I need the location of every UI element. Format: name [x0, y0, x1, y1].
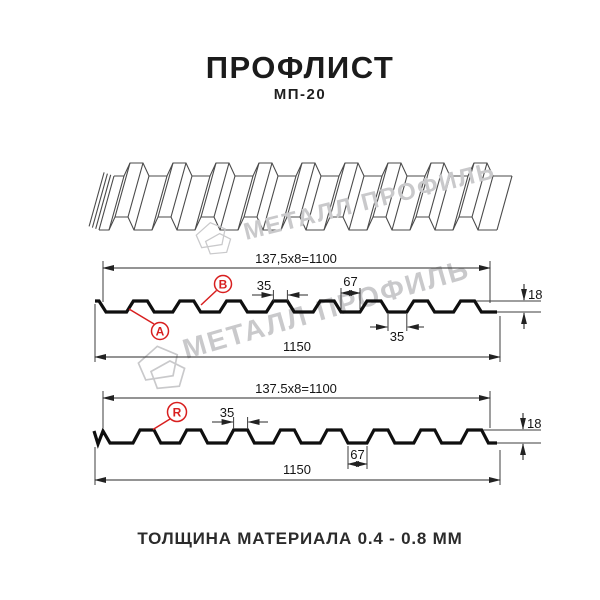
sheet3d-rib-line: [98, 175, 115, 231]
sheet3d-rib-line: [243, 162, 260, 218]
metal-profil-logo-icon: [137, 345, 186, 390]
sheet3d-rib-line: [91, 173, 108, 228]
dim-total-text: 1150: [283, 462, 311, 477]
sheet3d-rib-line: [366, 175, 383, 231]
sheet-3d-drawing: [88, 162, 513, 231]
label-r-badge: R: [152, 401, 188, 431]
sheet3d-rib-line: [213, 162, 230, 218]
sheet3d-rib-line: [262, 175, 279, 231]
dim-height-text: 18: [528, 287, 542, 302]
sheet3d-edge: [114, 162, 512, 177]
dim-total-text: 1150: [283, 339, 311, 354]
dim-module-width-front: 137,5x8=1100: [102, 251, 491, 303]
sheet3d-rib-line: [219, 175, 236, 231]
sheet3d-rib-line: [194, 175, 211, 231]
dim-module-width-reverse: 137.5x8=1100: [102, 381, 491, 428]
material-thickness-note: ТОЛЩИНА МАТЕРИАЛА 0.4 - 0.8 ММ: [137, 529, 463, 548]
dim-height-text: 18: [527, 416, 541, 431]
sheet3d-rib-line: [458, 162, 475, 218]
sheet3d-rib-line: [391, 175, 408, 231]
sheet3d-rib-line: [157, 162, 174, 218]
sheet3d-rib-line: [133, 175, 150, 231]
dim-module-text: 137,5x8=1100: [255, 251, 337, 266]
sheet3d-rib-line: [237, 175, 254, 231]
sheet3d-rib-line: [496, 175, 513, 231]
sheet3d-rib-line: [176, 175, 193, 231]
sheet3d-rib-line: [428, 162, 445, 218]
dim-height-reverse: 18: [483, 413, 541, 460]
dim-total-width-front: 1150: [94, 304, 501, 362]
sheet3d-rib-line: [329, 162, 346, 218]
sheet3d-rib-line: [88, 172, 105, 227]
sheet3d-rib-line: [452, 175, 469, 231]
label-b-badge: B: [200, 274, 233, 306]
dim-total-width-reverse: 1150: [94, 447, 501, 485]
dim-valley-text: 67: [350, 447, 364, 462]
label-a-text: A: [156, 325, 165, 339]
watermark-middle: МЕТАЛЛ ПРОФИЛЬ: [137, 253, 473, 390]
sheet3d-edge: [99, 216, 497, 231]
sheet3d-rib-line: [108, 175, 125, 231]
page-title: ПРОФЛИСТ: [205, 50, 395, 85]
sheet3d-rib-line: [415, 162, 432, 218]
sheet3d-rib-line: [305, 175, 322, 231]
dim-rib-top-text: 35: [257, 278, 271, 293]
profile-reverse-section: 137.5x8=1100 35 67 18: [92, 381, 541, 485]
sheet3d-rib-line: [127, 162, 144, 218]
dim-rib-top-reverse: 35: [212, 405, 268, 429]
watermark-top: МЕТАЛЛ ПРОФИЛЬ: [195, 157, 498, 255]
sheet3d-rib-line: [256, 162, 273, 218]
sheet3d-rib-line: [409, 175, 426, 231]
sheet3d-rib-line: [286, 162, 303, 218]
sheet3d-rib-line: [299, 162, 316, 218]
profile-reverse-outline: [92, 427, 497, 449]
dim-valley-reverse: 67: [347, 446, 368, 469]
sheet3d-rib-line: [200, 162, 217, 218]
label-b-text: B: [219, 278, 228, 292]
dim-valley-text: 67: [343, 274, 357, 289]
sheet3d-rib-line: [170, 162, 187, 218]
sheet3d-rib-line: [434, 175, 451, 231]
sheet3d-rib-line: [477, 175, 494, 231]
sheet3d-rib-line: [114, 162, 131, 218]
sheet3d-rib-line: [280, 175, 297, 231]
label-r-text: R: [173, 406, 182, 420]
dim-rib-top-front: 35: [252, 278, 308, 301]
dim-valley-front: 67: [340, 274, 361, 309]
dim-rib-bottom-text: 35: [390, 329, 404, 344]
sheet3d-rib-line: [95, 174, 112, 229]
dim-rib-bottom-front: 35: [370, 314, 424, 344]
dim-rib-top-text: 35: [220, 405, 234, 420]
product-code: МП-20: [273, 86, 327, 103]
sheet3d-rib-line: [385, 162, 402, 218]
profile-front-outline: [95, 299, 497, 314]
sheet3d-rib-line: [471, 162, 488, 218]
dim-module-text: 137.5x8=1100: [255, 381, 337, 396]
sheet3d-rib-line: [372, 162, 389, 218]
profile-front-section: 137,5x8=1100 35 67 18: [94, 251, 542, 362]
sheet3d-rib-line: [348, 175, 365, 231]
sheet3d-rib-line: [323, 175, 340, 231]
sheet3d-rib-line: [342, 162, 359, 218]
sheet3d-rib-line: [151, 175, 168, 231]
label-a-badge: A: [128, 308, 170, 341]
dim-height-front: 18: [476, 284, 542, 329]
watermark-text: МЕТАЛЛ ПРОФИЛЬ: [241, 157, 498, 246]
metal-profil-logo-icon: [195, 221, 232, 255]
